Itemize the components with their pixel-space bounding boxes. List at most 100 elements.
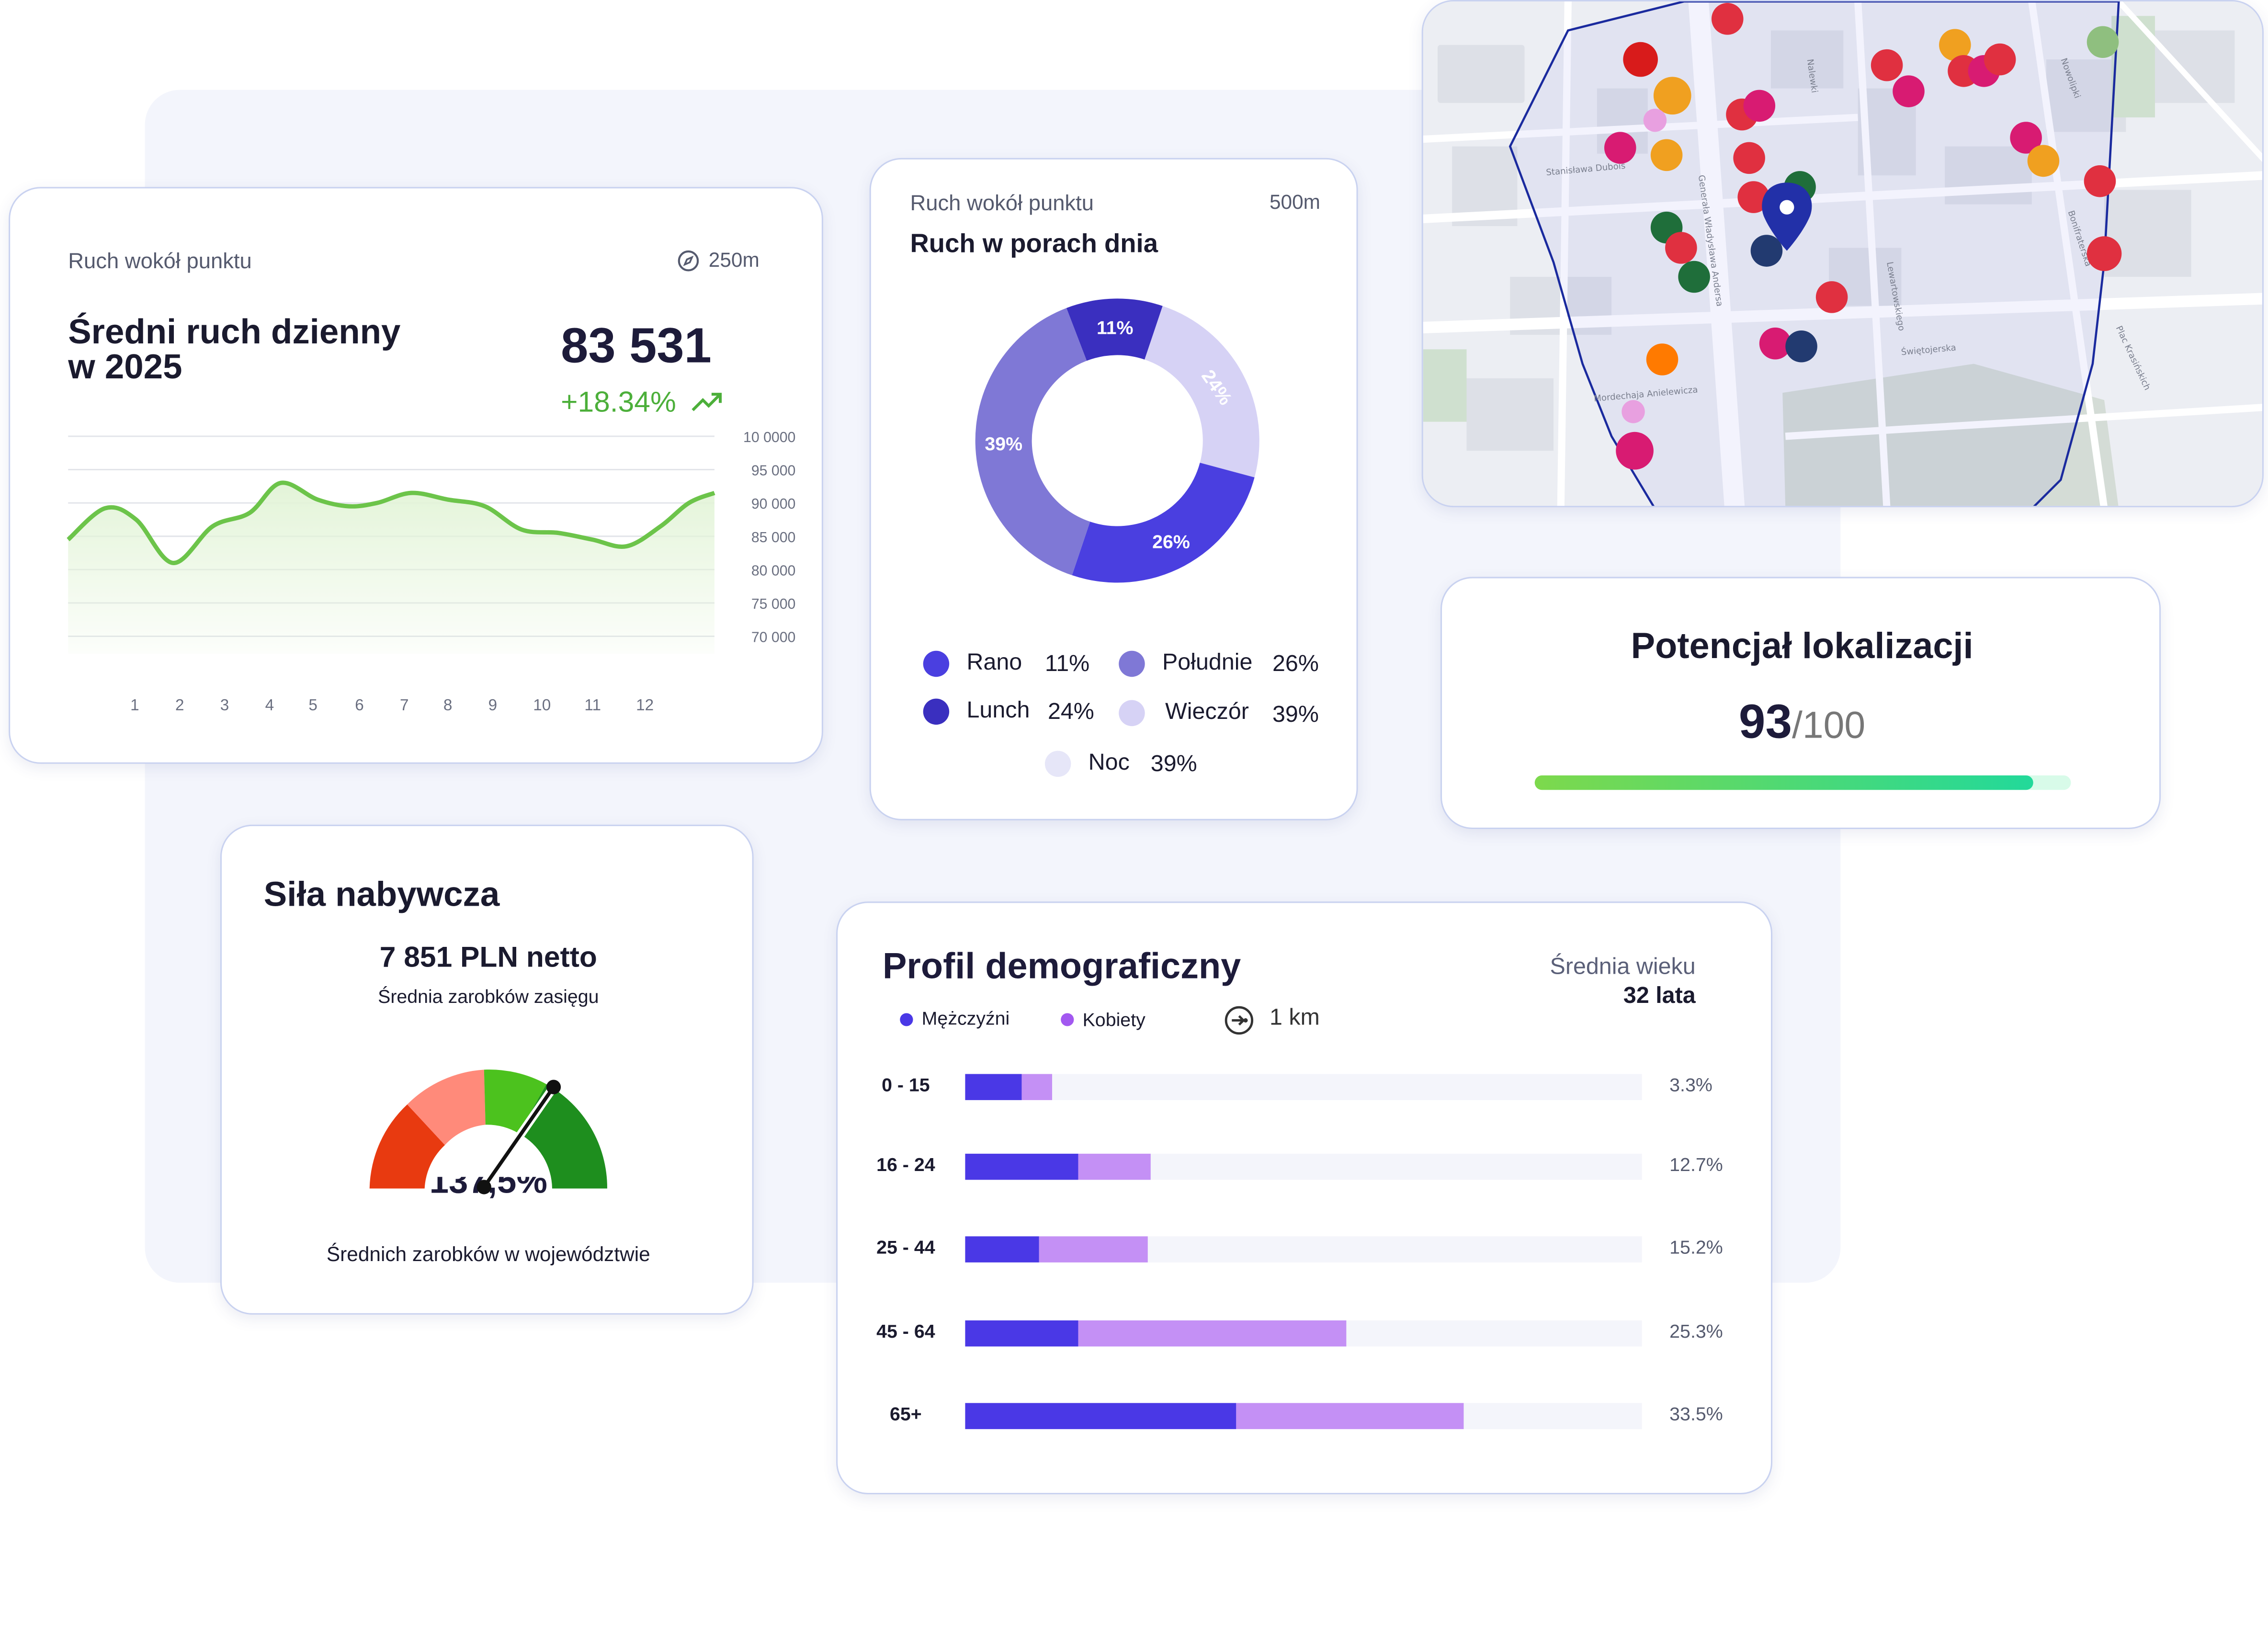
age-group-label: 25 - 44: [876, 1236, 935, 1258]
gauge-needle: [482, 1085, 556, 1189]
poi-marker[interactable]: [2087, 236, 2122, 271]
poi-marker[interactable]: [1623, 42, 1658, 77]
poi-marker[interactable]: [1650, 139, 1683, 171]
poi-marker[interactable]: [1939, 29, 1971, 61]
y-tick-label: 10 0000: [743, 430, 795, 445]
map-buildings: [1437, 30, 2235, 451]
y-tick-label: 70 000: [751, 630, 796, 646]
male-bar: [965, 1074, 1021, 1100]
legend-swatch-poludnie: [1119, 650, 1145, 677]
poi-marker[interactable]: [2087, 26, 2119, 58]
location-map[interactable]: Generała Władysława Andersa Stanisława D…: [1421, 0, 2264, 508]
age-group-total: 12.7%: [1669, 1153, 1723, 1176]
legend-swatch-noc: [1044, 751, 1071, 777]
age-group-label: 16 - 24: [876, 1153, 935, 1176]
poi-marker[interactable]: [1785, 330, 1817, 363]
daytime-traffic-card: Ruch wokół punktu 500m Ruch w porach dni…: [869, 158, 1358, 820]
gauge-segment-mid-high: [484, 1069, 546, 1134]
poi-marker[interactable]: [2084, 165, 2116, 197]
poi-marker[interactable]: [1665, 232, 1697, 264]
poi-marker[interactable]: [1711, 3, 1744, 35]
poi-marker[interactable]: [1984, 43, 2016, 76]
poi-marker[interactable]: [1743, 90, 1776, 122]
avg-age-value: 32 lata: [1623, 984, 1696, 1009]
map-canvas[interactable]: Generała Władysława Andersa Stanisława D…: [1423, 1, 2264, 507]
traffic-line-chart: 10 0000 95 000 90 000 85 000 80 000 75 000 70 …: [67, 430, 796, 714]
series-area: [68, 482, 714, 654]
legend-label: Noc: [1088, 751, 1130, 776]
x-tick-label: 2: [175, 696, 184, 714]
legend-label: Rano: [966, 650, 1022, 676]
female-bar: [1039, 1236, 1148, 1263]
poi-markers[interactable]: [1604, 3, 2122, 470]
x-tick-label: 9: [488, 696, 498, 714]
donut-slice-label: 11%: [1097, 318, 1134, 339]
gauge-segment-low: [369, 1104, 445, 1189]
donut-slice: [1145, 306, 1259, 478]
poi-marker[interactable]: [1815, 281, 1848, 313]
x-tick-label: 4: [265, 696, 274, 714]
legend-label-male: Mężczyźni: [921, 1007, 1010, 1029]
poi-marker[interactable]: [1622, 400, 1645, 423]
legend-swatch-rano: [923, 650, 950, 677]
potential-progress-fill: [1534, 775, 2034, 790]
card-title: Profil demograficzny: [882, 946, 1241, 987]
donut-slice: [1066, 298, 1163, 361]
donut-slice-label: 26%: [1152, 531, 1190, 552]
poi-marker[interactable]: [1759, 327, 1792, 360]
radius-label: 500m: [1269, 190, 1320, 213]
series-line: [67, 480, 715, 565]
demographic-profile-card: Profil demograficzny Średnia wieku 32 la…: [836, 901, 1773, 1495]
poi-marker[interactable]: [1604, 132, 1636, 164]
poi-marker[interactable]: [2010, 122, 2042, 154]
potential-progress-track: [1534, 775, 2071, 790]
radius-label: 1 km: [1269, 1006, 1320, 1031]
poi-marker[interactable]: [1871, 49, 1903, 81]
score-value: 93: [1738, 694, 1792, 748]
male-bar: [965, 1153, 1079, 1180]
x-tick-label: 7: [400, 696, 409, 714]
poi-marker[interactable]: [1643, 108, 1667, 132]
daily-traffic-card: Ruch wokół punktu 250m Średni ruch dzien…: [9, 187, 823, 764]
poi-marker[interactable]: [1733, 142, 1765, 174]
donut-slice: [975, 308, 1090, 576]
female-bar: [1236, 1403, 1464, 1429]
poi-marker[interactable]: [1616, 432, 1654, 470]
map-streets: [1423, 1, 2262, 506]
poi-marker[interactable]: [1737, 181, 1769, 213]
legend-label: Południe: [1162, 650, 1253, 676]
potential-score: 93/100: [1442, 694, 2162, 750]
x-tick-label: 12: [636, 696, 654, 714]
x-tick-label: 8: [443, 696, 453, 714]
map-park: [1782, 364, 2119, 506]
location-potential-card: Potencjał lokalizacji 93/100: [1440, 577, 2161, 829]
income-caption: Średnia zarobków zasięgu: [378, 985, 599, 1008]
legend-value: 24%: [1047, 700, 1094, 725]
age-group-total: 33.5%: [1669, 1403, 1723, 1425]
age-bar-track: [965, 1403, 1642, 1429]
poi-marker[interactable]: [2027, 145, 2060, 177]
poi-marker[interactable]: [1646, 343, 1678, 375]
legend-swatch-lunch: [923, 698, 950, 725]
poi-marker[interactable]: [1750, 235, 1783, 267]
legend-value: 39%: [1272, 703, 1319, 728]
female-bar: [1021, 1074, 1052, 1100]
x-tick-label: 11: [584, 696, 601, 714]
donut-slice-label: 39%: [985, 433, 1022, 455]
age-bar-track: [965, 1320, 1642, 1347]
poi-marker[interactable]: [1653, 77, 1691, 115]
y-tick-label: 90 000: [751, 496, 796, 512]
poi-marker[interactable]: [1678, 261, 1710, 293]
legend-value: 26%: [1272, 652, 1319, 677]
age-group-total: 15.2%: [1669, 1236, 1723, 1258]
age-group-total: 3.3%: [1669, 1074, 1712, 1096]
x-tick-label: 3: [220, 696, 229, 714]
y-tick-label: 95 000: [751, 463, 796, 479]
compass-icon: [677, 250, 700, 280]
poi-marker[interactable]: [1893, 75, 1925, 107]
female-bar: [1078, 1153, 1152, 1180]
x-tick-label: 6: [355, 696, 364, 714]
selected-location-pin[interactable]: [1762, 182, 1812, 251]
card-title: Potencjał lokalizacji: [1631, 626, 1973, 667]
